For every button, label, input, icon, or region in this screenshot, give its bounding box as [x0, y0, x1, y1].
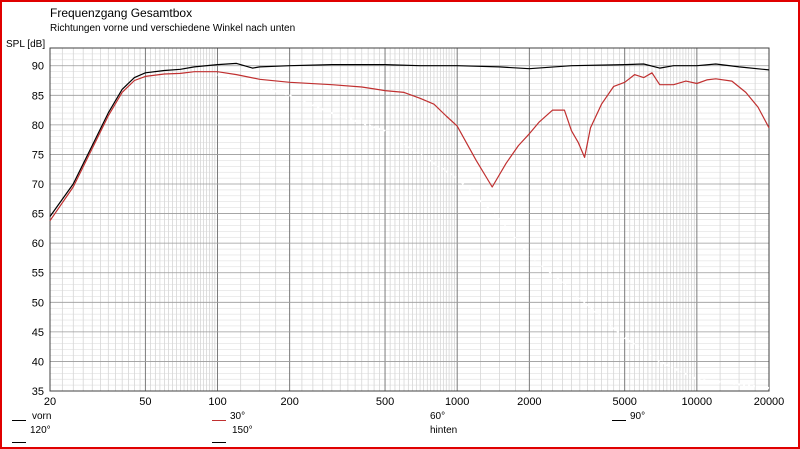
- y-tick-label: 85: [32, 90, 44, 102]
- legend-swatch: [212, 442, 226, 443]
- y-tick-label: 70: [32, 179, 44, 191]
- y-tick-label: 40: [32, 356, 44, 368]
- x-tick-label: 100: [208, 396, 226, 408]
- x-tick-label: 2000: [517, 396, 541, 408]
- legend-swatch: [12, 442, 26, 443]
- legend-swatch: [12, 420, 26, 421]
- series-line-vorn: [49, 62, 770, 217]
- x-tick-label: 200: [280, 396, 298, 408]
- y-tick-label: 80: [32, 120, 44, 132]
- y-tick-label: 55: [32, 268, 44, 280]
- y-tick-label: 45: [32, 327, 44, 339]
- legend-swatch: [212, 420, 226, 421]
- legend-label: 60°: [430, 411, 446, 422]
- legend-label: 90°: [630, 411, 646, 422]
- x-tick-label: 1000: [445, 396, 469, 408]
- y-tick-label: 75: [32, 149, 44, 161]
- x-tick-label: 10000: [682, 396, 713, 408]
- y-tick-label: 60: [32, 238, 44, 250]
- x-tick-label: 500: [376, 396, 394, 408]
- series-line-30: [49, 71, 770, 222]
- dotted-trace: [217, 73, 770, 389]
- legend-label: hinten: [430, 425, 458, 436]
- legend-swatch: [612, 420, 626, 421]
- chart-subtitle: Richtungen vorne und verschiedene Winkel…: [50, 23, 296, 34]
- x-tick-label: 5000: [612, 396, 636, 408]
- legend-label: 120°: [30, 425, 51, 436]
- x-tick-label: 20000: [754, 396, 785, 408]
- y-tick-label: 50: [32, 297, 44, 309]
- plot-border: [49, 47, 770, 392]
- x-tick-label: 50: [139, 396, 151, 408]
- chart-title: Frequenzgang Gesamtbox: [50, 6, 193, 20]
- y-tick-label: 65: [32, 209, 44, 221]
- legend-label: vorn: [32, 411, 52, 422]
- y-axis-label: SPL [dB]: [6, 39, 45, 50]
- y-tick-label: 90: [32, 61, 44, 73]
- legend-label: 30°: [230, 411, 246, 422]
- y-tick-label: 35: [32, 386, 44, 398]
- x-tick-label: 20: [44, 396, 56, 408]
- legend-label: 150°: [232, 425, 253, 436]
